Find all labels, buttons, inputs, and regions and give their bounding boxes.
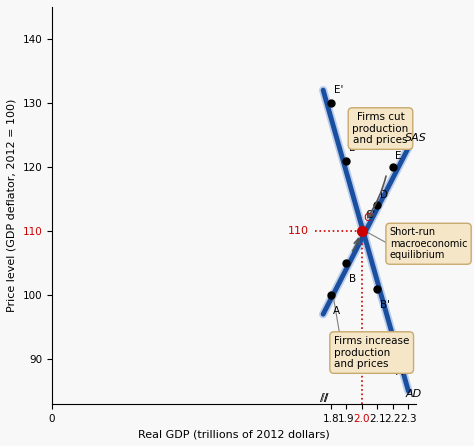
Text: //: //: [320, 392, 328, 403]
Text: D: D: [380, 190, 388, 200]
Text: C': C': [365, 210, 375, 220]
Text: D': D': [349, 143, 360, 153]
Text: Firms increase
production
and prices: Firms increase production and prices: [334, 336, 410, 369]
Text: 110: 110: [288, 226, 309, 236]
Text: Short-run
macroeconomic
equilibrium: Short-run macroeconomic equilibrium: [390, 227, 467, 260]
Text: B': B': [381, 300, 391, 310]
Text: A: A: [333, 306, 340, 316]
Text: C': C': [364, 213, 374, 223]
Y-axis label: Price level (GDP deflator, 2012 = 100): Price level (GDP deflator, 2012 = 100): [7, 99, 17, 312]
Text: //: //: [321, 392, 328, 403]
Text: B: B: [349, 274, 356, 284]
Text: E': E': [334, 85, 343, 95]
Text: AD: AD: [405, 389, 421, 399]
Text: A': A': [396, 367, 406, 377]
Text: E: E: [395, 151, 401, 161]
Text: Firms cut
production
and prices: Firms cut production and prices: [352, 112, 409, 145]
Text: /: /: [321, 393, 324, 403]
X-axis label: Real GDP (trillions of 2012 dollars): Real GDP (trillions of 2012 dollars): [138, 429, 330, 439]
Text: SAS: SAS: [405, 133, 427, 143]
